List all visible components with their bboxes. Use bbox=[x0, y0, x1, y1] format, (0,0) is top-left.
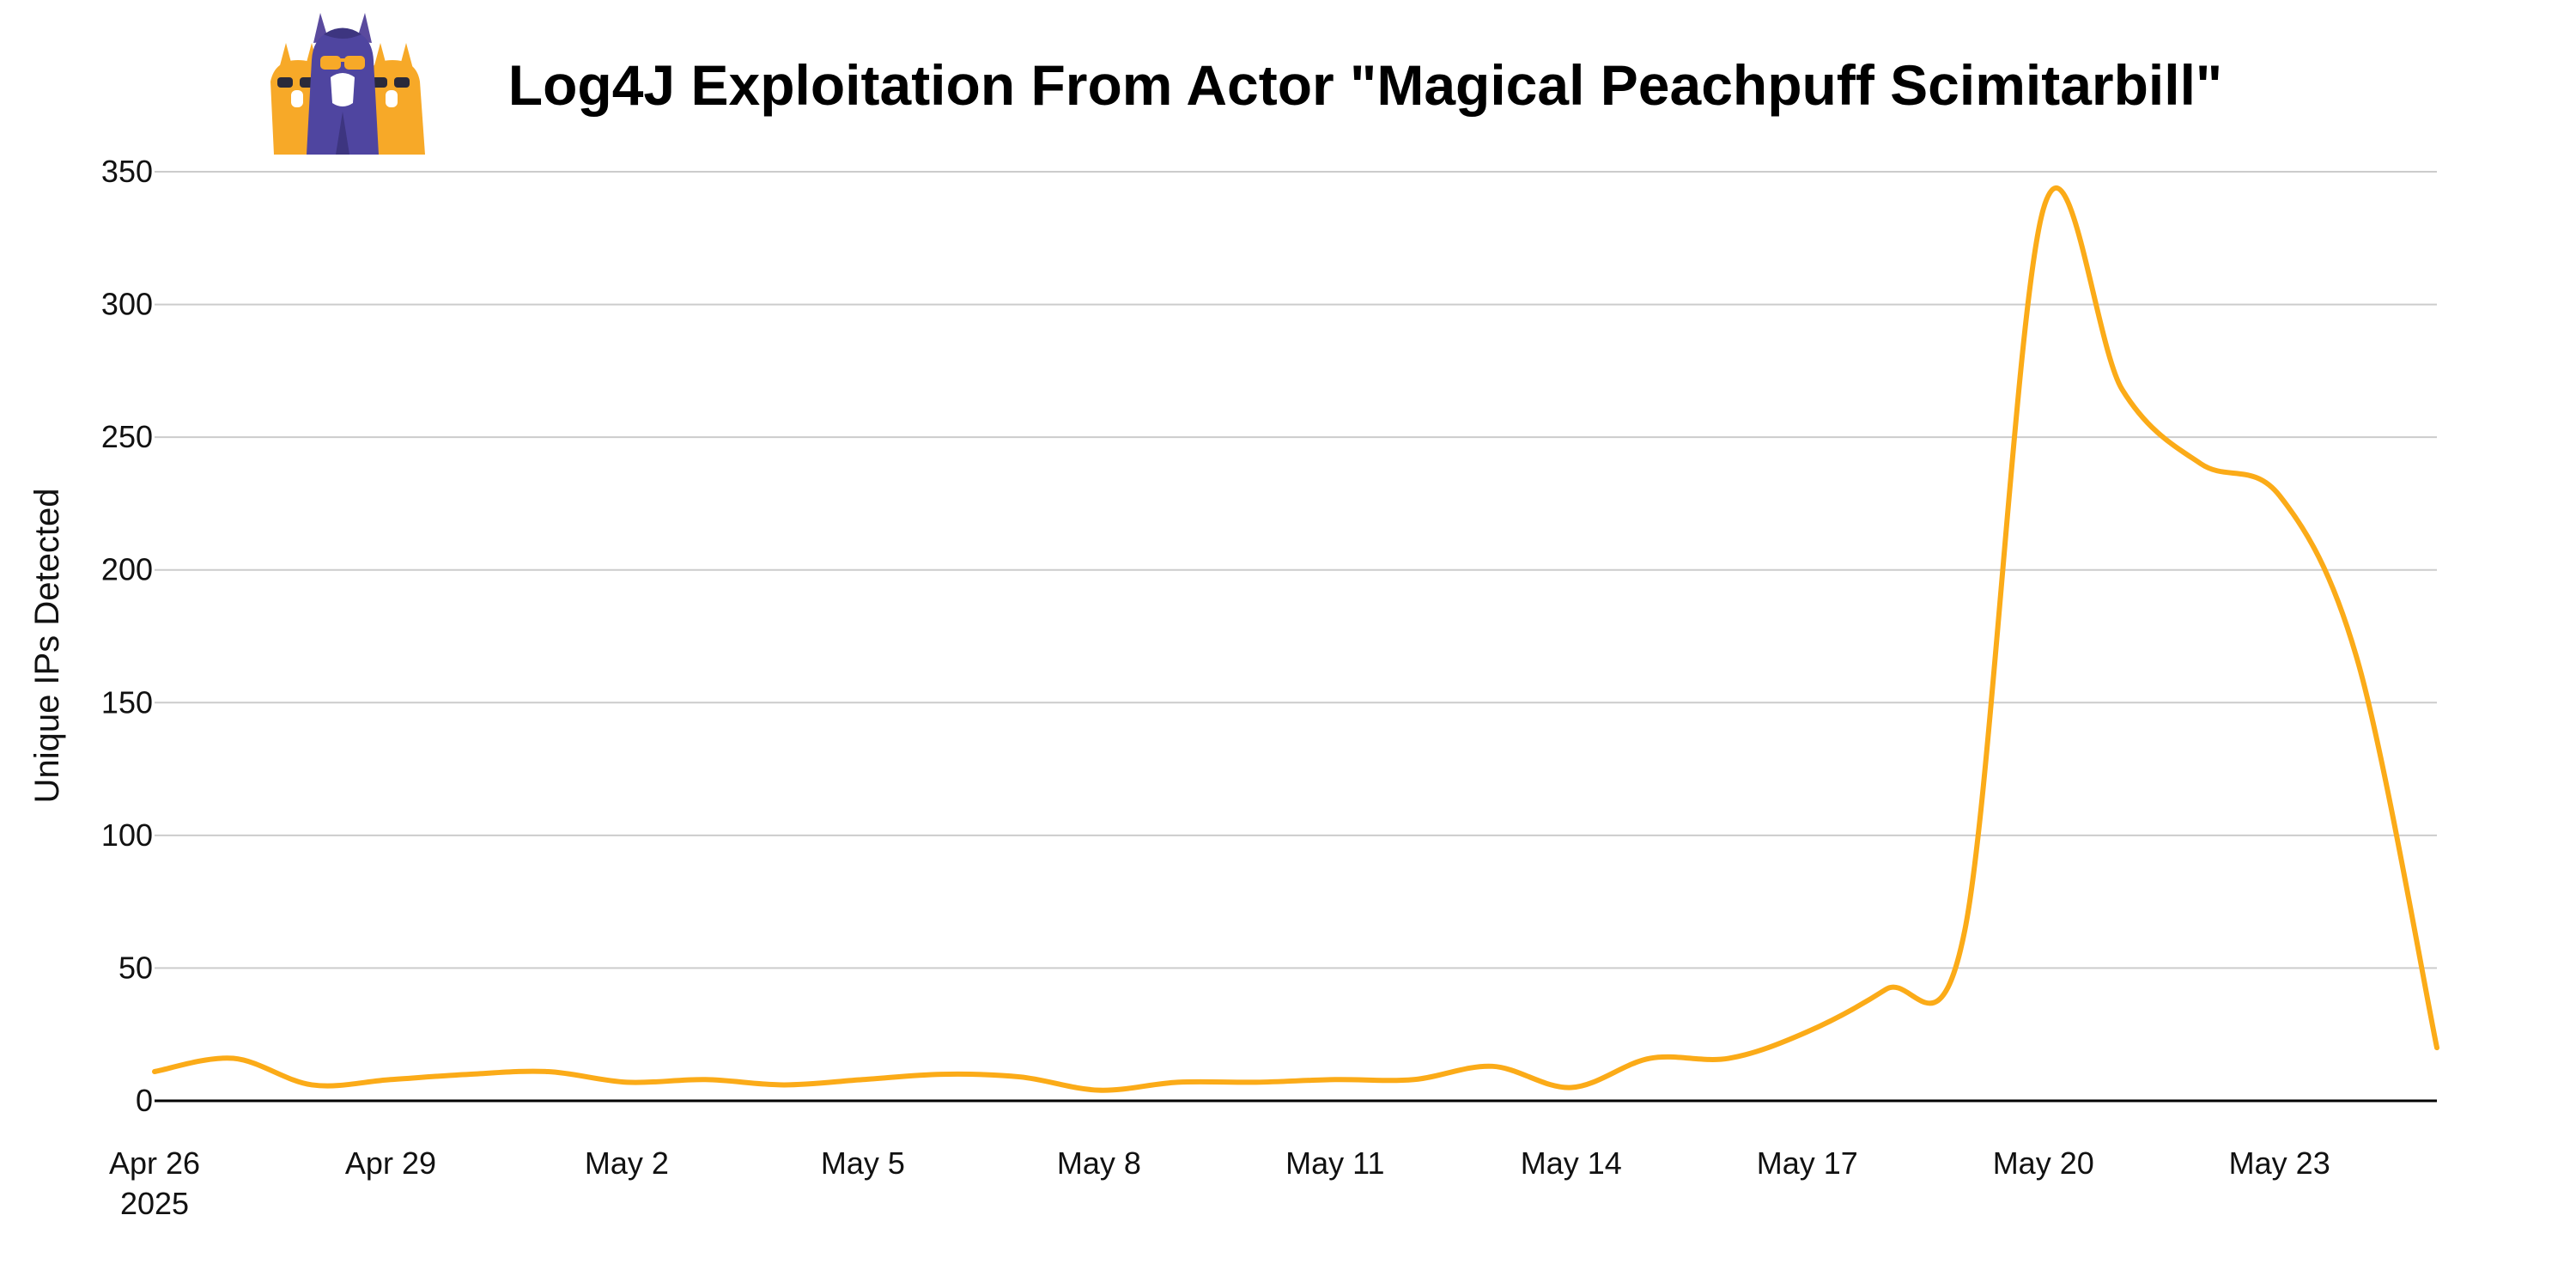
x-tick-label: May 17 bbox=[1757, 1145, 1858, 1181]
series-group bbox=[152, 185, 2439, 1093]
center-llama-icon bbox=[307, 13, 379, 155]
x-tick-label: May 14 bbox=[1521, 1145, 1622, 1181]
x-tick-label: May 5 bbox=[821, 1145, 905, 1181]
x-axis-ticks: Apr 26 2025 Apr 29 May 2 May 5 May 8 May 11 May… bbox=[109, 1145, 2330, 1221]
x-tick-label: Apr 29 bbox=[345, 1145, 436, 1181]
series-line bbox=[152, 185, 2439, 1093]
y-tick-label: 50 bbox=[118, 950, 153, 985]
y-axis-title: Unique IPs Detected bbox=[28, 489, 66, 804]
chart-title: Log4J Exploitation From Actor "Magical P… bbox=[508, 53, 2222, 117]
y-tick-label: 150 bbox=[101, 684, 153, 720]
y-tick-label: 250 bbox=[101, 419, 153, 454]
y-tick-label: 350 bbox=[101, 154, 153, 189]
y-axis-ticks: 0 50 100 150 200 250 300 350 bbox=[101, 154, 153, 1118]
y-tick-label: 300 bbox=[101, 287, 153, 322]
x-tick-label: Apr 26 bbox=[109, 1145, 200, 1181]
y-tick-label: 0 bbox=[136, 1083, 153, 1118]
x-tick-sublabel: 2025 bbox=[120, 1186, 189, 1221]
x-tick-label: May 2 bbox=[585, 1145, 669, 1181]
x-tick-label: May 11 bbox=[1285, 1145, 1384, 1181]
y-tick-label: 200 bbox=[101, 552, 153, 587]
llama-mascot-logo bbox=[270, 13, 425, 155]
right-llama-icon bbox=[365, 43, 425, 155]
x-tick-label: May 20 bbox=[1993, 1145, 2094, 1181]
gridlines bbox=[155, 171, 2437, 969]
x-tick-label: May 23 bbox=[2229, 1145, 2330, 1181]
x-tick-label: May 8 bbox=[1057, 1145, 1141, 1181]
y-tick-label: 100 bbox=[101, 817, 153, 853]
